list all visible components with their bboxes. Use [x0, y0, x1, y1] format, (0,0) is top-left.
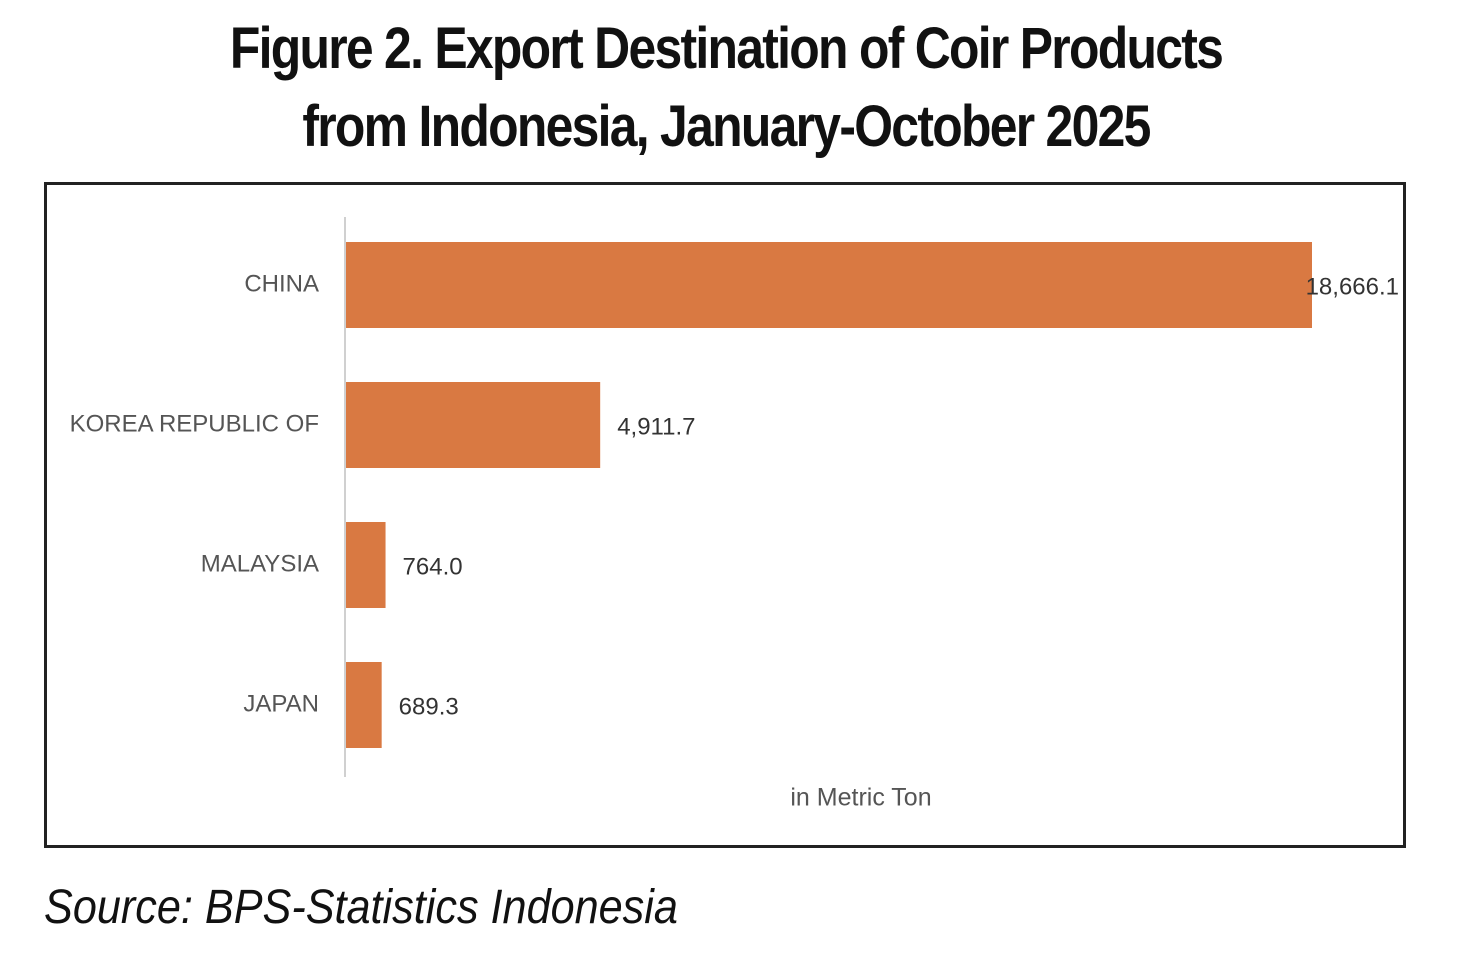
- data-label: 689.3: [399, 693, 459, 720]
- data-label: 18,666.1: [1306, 273, 1399, 300]
- chart-title: Figure 2. Export Destination of Coir Pro…: [102, 10, 1351, 166]
- bar-korea-republic-of: [346, 382, 601, 468]
- category-label: KOREA REPUBLIC OF: [70, 410, 319, 437]
- chart-title-line-2: from Indonesia, January-October 2025: [302, 94, 1151, 159]
- bar-china: [346, 242, 1312, 328]
- chart-title-line-1: Figure 2. Export Destination of Coir Pro…: [229, 16, 1224, 81]
- data-label: 764.0: [403, 553, 463, 580]
- category-label: MALAYSIA: [201, 550, 319, 577]
- source-note: Source: BPS-Statistics Indonesia: [44, 881, 678, 934]
- chart-frame: CHINA 18,666.1 KOREA REPUBLIC OF 4,911.7 MAL…: [44, 182, 1406, 848]
- x-axis-label: in Metric Ton: [790, 784, 931, 812]
- category-label: CHINA: [244, 270, 319, 297]
- bar-chart: CHINA 18,666.1 KOREA REPUBLIC OF 4,911.7 MAL…: [70, 217, 1399, 812]
- data-label: 4,911.7: [617, 413, 695, 440]
- bar-japan: [346, 662, 382, 748]
- bar-malaysia: [346, 522, 386, 608]
- category-label: JAPAN: [243, 690, 319, 717]
